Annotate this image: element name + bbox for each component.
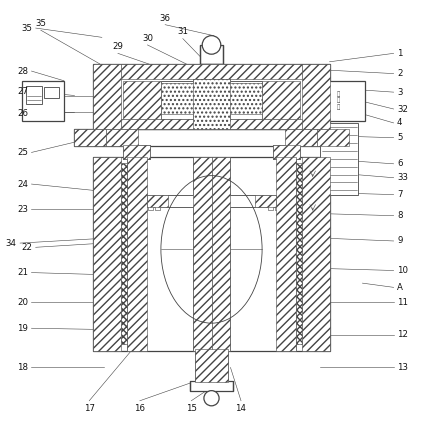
Bar [127, 157, 296, 351]
Text: 19: 19 [17, 324, 28, 333]
Text: 28: 28 [17, 67, 28, 75]
Text: 4: 4 [397, 119, 403, 127]
Bar [320, 81, 365, 121]
Text: 32: 32 [397, 104, 408, 114]
Bar [74, 129, 349, 146]
Text: 1: 1 [397, 49, 403, 58]
Bar [123, 145, 150, 159]
Bar [275, 206, 280, 210]
Text: A: A [397, 283, 403, 292]
Bar [302, 157, 330, 351]
Text: 26: 26 [17, 109, 28, 118]
Text: 30: 30 [142, 34, 153, 43]
Text: 22: 22 [21, 243, 32, 252]
Bar [276, 157, 296, 351]
Bar [123, 145, 150, 159]
Bar [154, 206, 159, 210]
Text: 17: 17 [84, 404, 95, 413]
Text: 6: 6 [397, 159, 403, 168]
Text: 压
缩
机: 压 缩 机 [336, 91, 340, 110]
Text: 29: 29 [113, 42, 124, 51]
Bar [161, 81, 262, 119]
Bar [93, 157, 121, 351]
Bar [273, 145, 300, 159]
Text: 23: 23 [17, 205, 28, 214]
Text: 16: 16 [135, 404, 146, 413]
Text: 34: 34 [6, 238, 17, 248]
Text: 2: 2 [397, 69, 403, 78]
Text: 31: 31 [177, 28, 188, 36]
Bar [121, 163, 127, 344]
Circle shape [204, 391, 219, 406]
Bar [192, 157, 231, 351]
Text: 9: 9 [397, 237, 402, 246]
Bar [195, 349, 228, 382]
Bar [123, 81, 161, 119]
Bar [320, 123, 358, 194]
Text: 12: 12 [397, 330, 408, 340]
Text: 10: 10 [397, 266, 408, 275]
Bar [255, 194, 276, 207]
Bar [192, 79, 231, 129]
Bar [161, 83, 262, 115]
Bar [147, 194, 168, 207]
Bar [106, 129, 138, 146]
Bar [121, 119, 302, 129]
Bar [200, 45, 223, 64]
Bar [190, 381, 233, 392]
Bar [44, 87, 59, 99]
Bar [93, 64, 330, 129]
Circle shape [202, 36, 221, 54]
Text: 27: 27 [17, 87, 28, 96]
Bar [317, 129, 349, 146]
Text: 11: 11 [397, 297, 408, 307]
Text: 7: 7 [397, 190, 403, 199]
Bar [262, 81, 300, 119]
Text: 18: 18 [17, 363, 28, 372]
Bar [127, 157, 147, 351]
Bar [148, 206, 153, 210]
Bar [296, 163, 302, 344]
Text: 35: 35 [35, 19, 46, 28]
Bar [269, 206, 274, 210]
Bar [93, 64, 121, 129]
Bar [285, 129, 317, 146]
Text: 5: 5 [397, 133, 403, 142]
Text: 8: 8 [397, 211, 403, 220]
Text: 25: 25 [17, 148, 28, 157]
Text: 33: 33 [397, 173, 408, 182]
Bar [74, 129, 106, 146]
Bar [212, 157, 231, 351]
Text: 36: 36 [159, 14, 170, 23]
Bar [273, 145, 300, 159]
Bar [195, 349, 228, 382]
Text: 3: 3 [397, 87, 403, 97]
Text: 35: 35 [21, 24, 32, 32]
Bar [302, 64, 330, 129]
Bar [147, 194, 276, 207]
Text: 13: 13 [397, 363, 408, 372]
Bar [192, 79, 231, 129]
Bar [121, 64, 302, 79]
Bar [93, 157, 330, 351]
Bar [192, 157, 212, 351]
Text: 21: 21 [17, 268, 28, 277]
Text: 15: 15 [186, 404, 197, 413]
Bar [26, 86, 42, 104]
Text: 24: 24 [17, 179, 28, 189]
Text: 20: 20 [17, 297, 28, 307]
Text: 14: 14 [236, 404, 247, 413]
Bar [22, 81, 64, 121]
